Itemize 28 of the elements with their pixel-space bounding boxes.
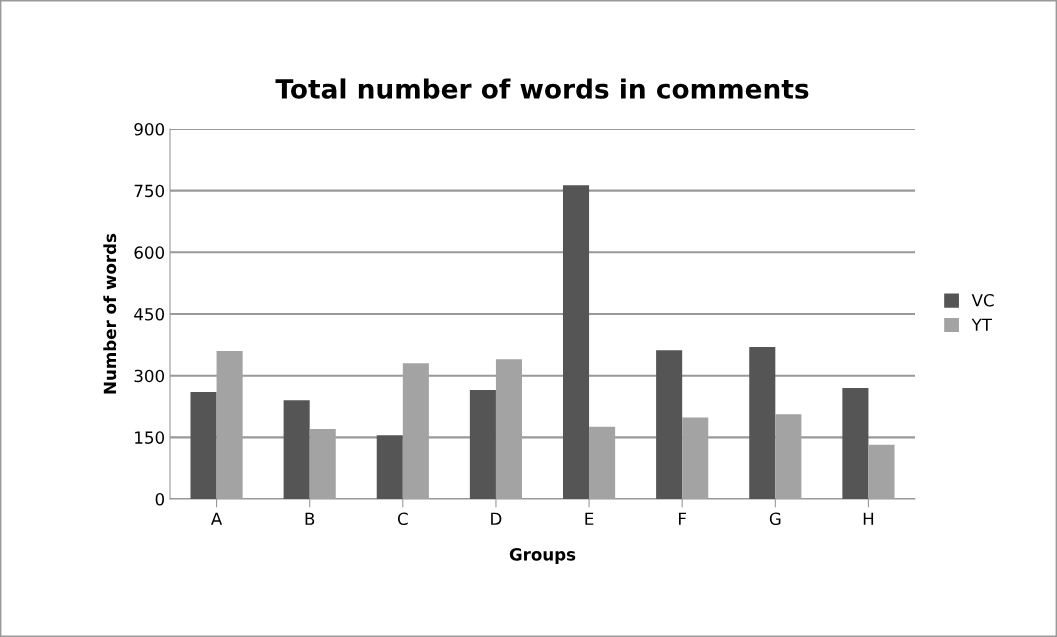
x-tick-label: H [863,512,874,525]
x-tick-label: B [305,512,315,525]
bar [190,392,217,499]
y-tick-label: 900 [134,122,165,136]
y-axis-title: Number of words [103,233,117,394]
x-axis-title: Groups [509,548,576,564]
y-tick-label: 450 [134,307,165,321]
bar [656,350,683,499]
bar [376,435,403,499]
x-tick-label: C [397,512,408,526]
x-tick-label: E [585,512,594,525]
y-tick-label: 750 [134,184,165,198]
x-tick-label: G [769,512,781,526]
legend-label: VC [971,294,994,307]
y-tick-label: 150 [135,431,165,444]
y-tick-label: 300 [134,369,165,383]
y-tick-label: 0 [155,492,165,506]
legend-label: YT [971,318,992,331]
bar [469,390,496,499]
y-tick-label: 600 [134,246,165,259]
bar [749,346,776,499]
x-tick-label: F [679,512,687,525]
x-tick-label: A [210,512,223,525]
bar [283,400,310,499]
chart-title: Total number of words in comments [275,78,809,99]
x-tick-label: D [491,512,502,525]
bar [562,185,590,499]
bar [842,388,869,499]
